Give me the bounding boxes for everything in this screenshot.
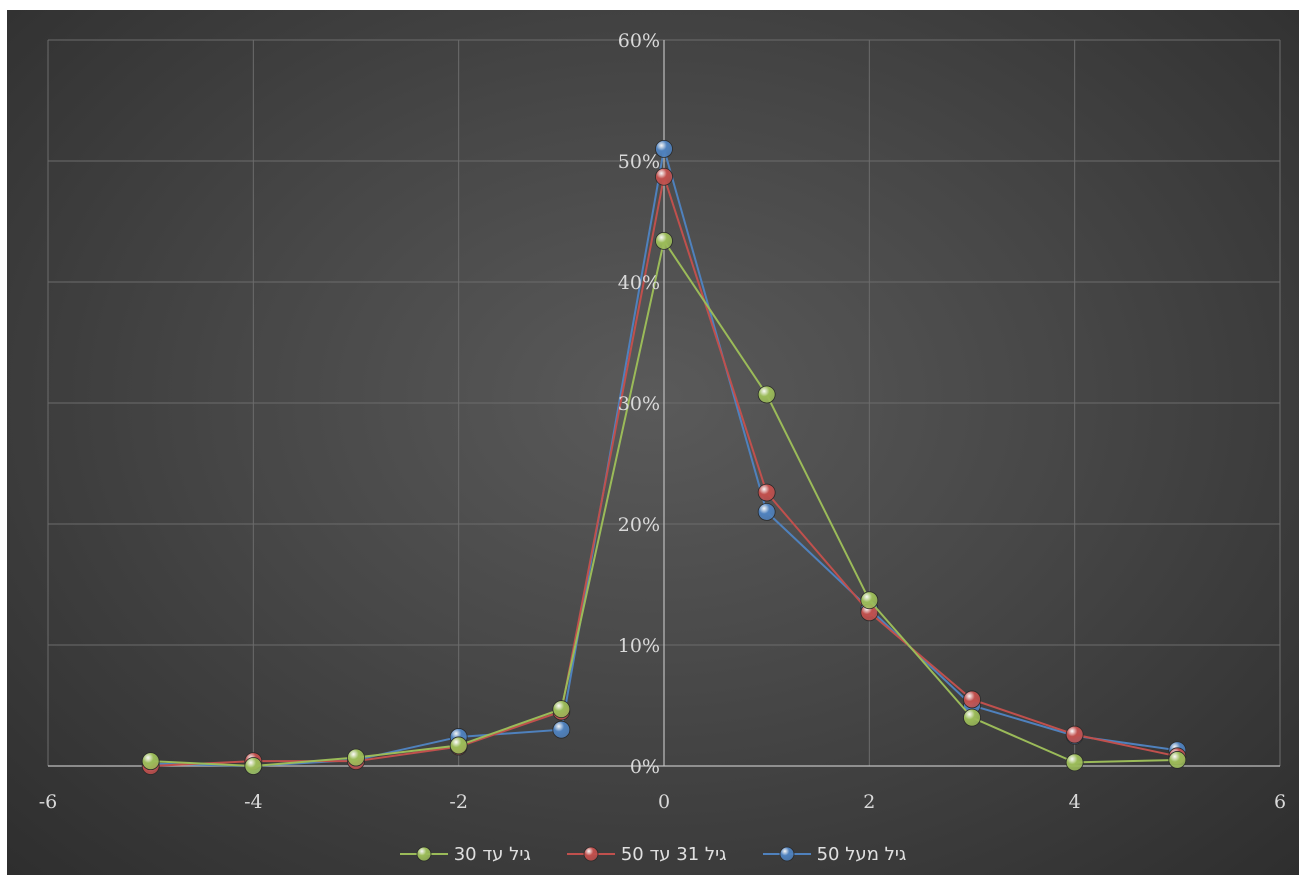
data-point xyxy=(963,708,981,727)
series-lines xyxy=(141,139,1187,775)
legend-swatch xyxy=(762,846,811,862)
data-point xyxy=(1168,751,1187,769)
data-point xyxy=(552,700,571,719)
data-point xyxy=(963,690,981,709)
data-point xyxy=(244,757,263,775)
x-tick-label: -6 xyxy=(39,791,58,813)
y-tick-label: 10% xyxy=(618,635,660,657)
data-point xyxy=(757,385,776,404)
x-tick-label: 2 xyxy=(863,791,875,813)
data-point xyxy=(141,752,160,771)
data-point xyxy=(552,720,571,739)
data-point xyxy=(655,139,673,158)
data-point xyxy=(655,167,673,186)
y-tick-label: 20% xyxy=(618,514,660,536)
x-tick-label: 0 xyxy=(658,791,670,813)
legend: גיל מעל 50 גיל 31 עד 50 גיל עד 30 xyxy=(7,840,1299,868)
plot-area: -6 -4 -2 0 2 4 60%10%20%30%40%50%60% xyxy=(39,30,1286,813)
legend-swatch xyxy=(399,846,448,862)
data-point xyxy=(655,231,673,250)
y-tick-label: 0% xyxy=(630,756,660,778)
legend-label: גיל מעל 50 xyxy=(816,843,907,865)
legend-item: גיל מעל 50 xyxy=(762,843,907,865)
series-2 xyxy=(141,231,1187,775)
x-tick-label: -2 xyxy=(449,791,468,813)
data-point xyxy=(860,591,879,610)
data-point xyxy=(1065,753,1084,772)
data-point xyxy=(757,483,776,502)
data-point xyxy=(449,736,468,755)
legend-item: גיל עד 30 xyxy=(399,843,531,865)
x-tick-label: 4 xyxy=(1069,791,1081,813)
y-tick-label: 50% xyxy=(618,151,660,173)
data-point xyxy=(1065,725,1084,744)
legend-label: גיל עד 30 xyxy=(453,843,531,865)
legend-label: גיל 31 עד 50 xyxy=(620,843,727,865)
x-tick-label: -4 xyxy=(244,791,263,813)
y-tick-label: 40% xyxy=(618,272,660,294)
x-tick-label: 6 xyxy=(1274,791,1286,813)
data-point xyxy=(347,748,365,767)
legend-swatch xyxy=(566,846,615,862)
y-tick-label: 60% xyxy=(618,30,660,52)
chart-area: -6 -4 -2 0 2 4 6 0% 10% 20% 30% 40% 50% 60% גיל מעל 5… xyxy=(7,10,1299,875)
tick-labels: -6 -4 -2 0 2 4 60%10%20%30%40%50%60% xyxy=(39,30,1286,813)
y-tick-label: 30% xyxy=(618,393,660,415)
data-point xyxy=(757,502,776,521)
legend-item: גיל 31 עד 50 xyxy=(566,843,727,865)
